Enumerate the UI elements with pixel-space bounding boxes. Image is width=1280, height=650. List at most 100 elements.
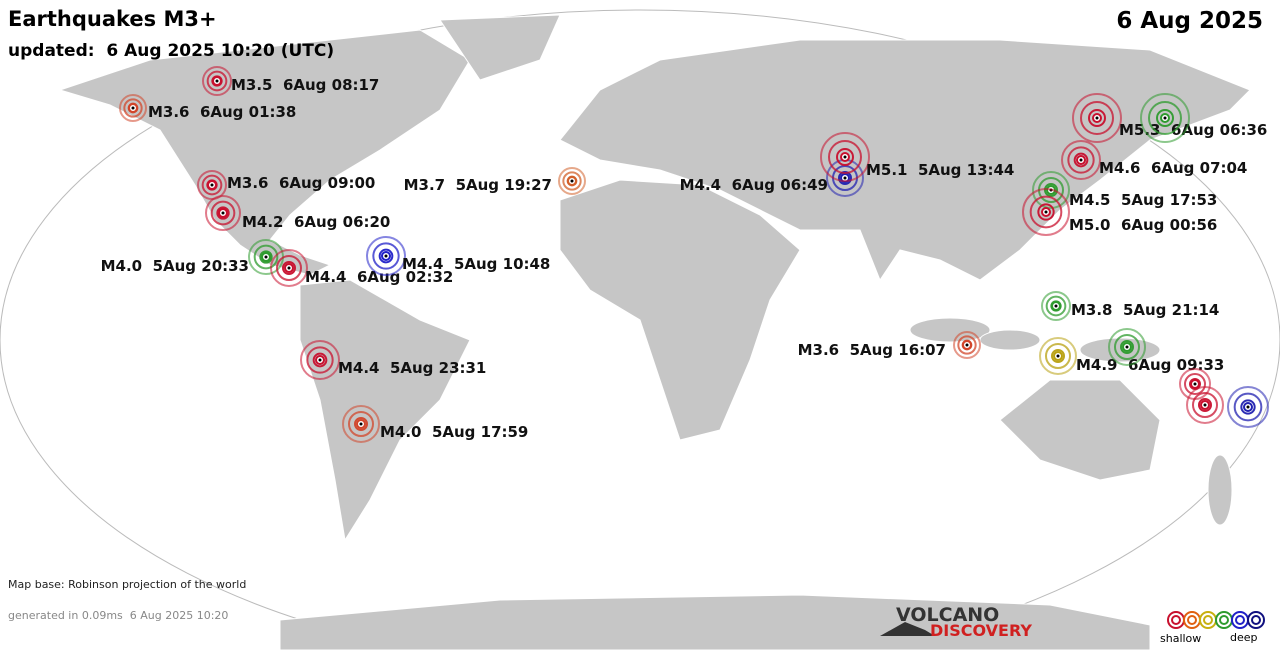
ring: [1108, 328, 1146, 366]
quake-marker: [1140, 93, 1190, 143]
quake-marker: [197, 170, 227, 200]
quake-marker: [953, 331, 981, 359]
ring: [270, 249, 308, 287]
ring: [1039, 337, 1077, 375]
ring: [1233, 392, 1263, 422]
updated: updated: 6 Aug 2025 10:20 (UTC): [8, 41, 334, 61]
ring: [372, 242, 400, 270]
quake-label: M4.4 5Aug 23:31: [338, 359, 486, 377]
legend-swatch: [1199, 611, 1217, 629]
quake-marker: [1179, 368, 1211, 400]
center-dot: [965, 343, 969, 347]
ring: [1061, 140, 1101, 180]
quake-marker: [1108, 328, 1146, 366]
quake-marker: [1186, 386, 1224, 424]
logo-icon: [880, 622, 935, 636]
legend-ring: [1219, 615, 1229, 625]
center-dot: [215, 79, 219, 83]
quake-marker: [1061, 140, 1101, 180]
center-dot: [287, 266, 291, 270]
quake-marker: [1041, 291, 1071, 321]
ring: [1148, 101, 1182, 135]
quake-label: M3.6 6Aug 01:38: [148, 103, 296, 121]
ring: [1114, 334, 1140, 360]
ring: [216, 206, 230, 220]
title: Earthquakes M3+: [8, 7, 217, 31]
quake-label: M5.0 6Aug 00:56: [1069, 216, 1217, 234]
center-dot: [1056, 354, 1060, 358]
ring: [1045, 343, 1071, 369]
ring: [1120, 340, 1134, 354]
ring: [1140, 93, 1190, 143]
quake-label: M3.8 5Aug 21:14: [1071, 301, 1219, 319]
ring: [1037, 203, 1055, 221]
legend-ring: [1247, 611, 1265, 629]
quake-marker: [558, 167, 586, 195]
center-dot: [210, 183, 214, 187]
quake-label: M4.0 5Aug 17:59: [380, 423, 528, 441]
ring: [202, 66, 232, 96]
quake-marker: [366, 236, 406, 276]
land: [58, 14, 1251, 650]
center-dot: [131, 106, 135, 110]
ring: [1184, 373, 1206, 395]
center-dot: [1095, 116, 1099, 120]
center-dot: [570, 179, 574, 183]
quake-label: M4.4 6Aug 02:32: [305, 268, 453, 286]
ring: [957, 335, 977, 355]
ring: [1088, 109, 1106, 127]
ring: [1067, 146, 1095, 174]
center-dot: [1054, 304, 1058, 308]
quake-label: M5.1 5Aug 13:44: [866, 161, 1014, 179]
generated: generated in 0.09ms 6 Aug 2025 10:20: [8, 609, 228, 622]
center-dot: [1163, 116, 1167, 120]
quake-label: M3.5 6Aug 08:17: [231, 76, 379, 94]
ring: [276, 255, 302, 281]
logo-bottom: DISCOVERY: [930, 621, 1032, 640]
quake-label: M4.0 5Aug 20:33: [101, 257, 249, 275]
quake-marker: [1022, 188, 1070, 236]
legend-ring: [1187, 615, 1197, 625]
legend-swatch: [1247, 611, 1265, 629]
quake-marker: [820, 132, 870, 182]
quake-label: M3.7 5Aug 19:27: [404, 176, 552, 194]
center-dot: [1125, 345, 1129, 349]
quake-marker: [119, 94, 147, 122]
legend-ring: [1235, 615, 1245, 625]
quake-label: M4.6 6Aug 07:04: [1099, 159, 1247, 177]
ring: [558, 167, 586, 195]
ring: [312, 352, 328, 368]
quake-marker: [202, 66, 232, 96]
quake-label: M4.4 6Aug 06:49: [680, 176, 828, 194]
ring: [259, 250, 273, 264]
legend-shallow: shallow: [1160, 632, 1201, 645]
center-dot: [221, 211, 225, 215]
quake-label: M3.6 5Aug 16:07: [798, 341, 946, 359]
ring: [1227, 386, 1269, 428]
ring: [119, 94, 147, 122]
ring: [1186, 386, 1224, 424]
quake-marker: [300, 340, 340, 380]
center-dot: [1203, 403, 1207, 407]
ring: [253, 244, 279, 270]
legend-ring: [1203, 615, 1213, 625]
ring: [562, 171, 582, 191]
ring: [306, 346, 334, 374]
ring: [953, 331, 981, 359]
ring: [201, 174, 223, 196]
ring: [1080, 101, 1114, 135]
ring: [828, 140, 862, 174]
ring: [210, 200, 236, 226]
date: 6 Aug 2025: [1116, 8, 1263, 34]
quake-label: M4.9 6Aug 09:33: [1076, 356, 1224, 374]
legend-swatch: [1167, 611, 1185, 629]
ring: [1073, 152, 1089, 168]
legend-swatch: [1231, 611, 1249, 629]
ring: [282, 261, 296, 275]
quake-label: M4.5 5Aug 17:53: [1069, 191, 1217, 209]
center-dot: [359, 422, 363, 426]
ring: [1029, 195, 1063, 229]
quake-label: M4.4 5Aug 10:48: [402, 255, 550, 273]
center-dot: [1246, 405, 1250, 409]
